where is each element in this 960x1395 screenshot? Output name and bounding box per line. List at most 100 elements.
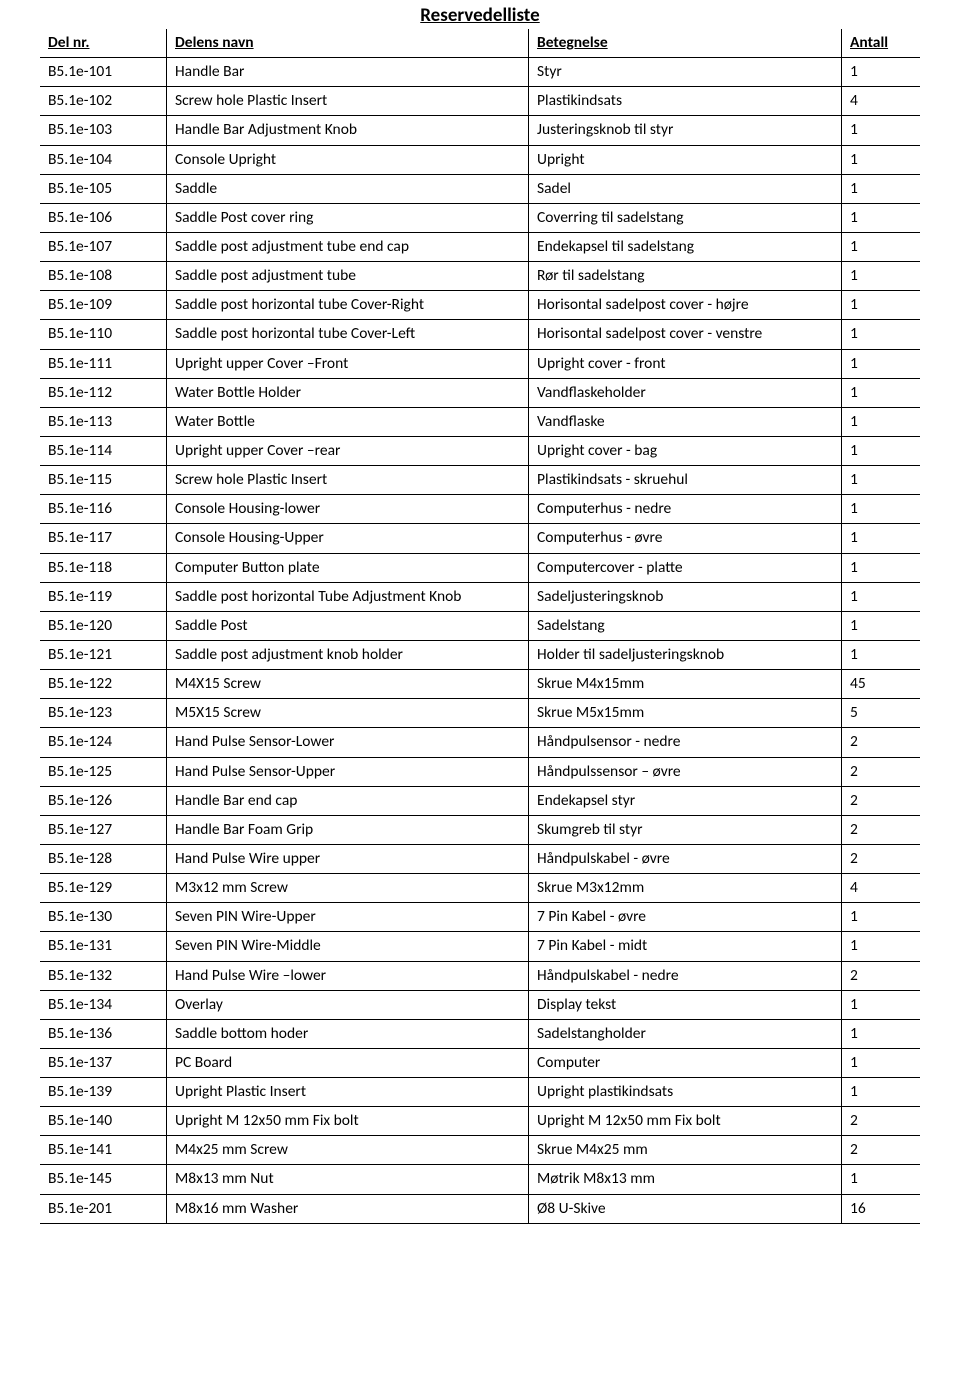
table-cell: 4 [842,87,921,116]
table-cell: Saddle [167,174,529,203]
table-cell: 1 [842,349,921,378]
table-cell: B5.1e-131 [40,932,167,961]
table-row: B5.1e-107Saddle post adjustment tube end… [40,232,920,261]
table-cell: 5 [842,699,921,728]
table-cell: Styr [529,58,842,87]
table-cell: B5.1e-140 [40,1107,167,1136]
table-row: B5.1e-120Saddle PostSadelstang1 [40,611,920,640]
table-cell: Computer [529,1048,842,1077]
table-cell: B5.1e-132 [40,961,167,990]
table-cell: 2 [842,844,921,873]
page-title: Reservedelliste [40,4,920,27]
table-cell: 1 [842,378,921,407]
table-cell: B5.1e-103 [40,116,167,145]
table-cell: 2 [842,728,921,757]
table-cell: Håndpulskabel - øvre [529,844,842,873]
table-cell: 1 [842,174,921,203]
table-cell: Hand Pulse Sensor-Lower [167,728,529,757]
table-cell: Plastikindsats - skruehul [529,466,842,495]
table-cell: B5.1e-125 [40,757,167,786]
table-cell: Water Bottle Holder [167,378,529,407]
table-cell: Horisontal sadelpost cover - højre [529,291,842,320]
table-cell: B5.1e-104 [40,145,167,174]
table-cell: Justeringsknob til styr [529,116,842,145]
table-cell: B5.1e-113 [40,407,167,436]
table-cell: Sadel [529,174,842,203]
table-cell: B5.1e-112 [40,378,167,407]
table-row: B5.1e-103Handle Bar Adjustment KnobJuste… [40,116,920,145]
table-row: B5.1e-118Computer Button plateComputerco… [40,553,920,582]
table-cell: Vandflaske [529,407,842,436]
table-row: B5.1e-139Upright Plastic InsertUpright p… [40,1078,920,1107]
table-cell: Seven PIN Wire-Upper [167,903,529,932]
col-header-antall: Antall [842,29,921,58]
table-cell: Coverring til sadelstang [529,203,842,232]
table-cell: Seven PIN Wire-Middle [167,932,529,961]
table-row: B5.1e-130Seven PIN Wire-Upper7 Pin Kabel… [40,903,920,932]
table-cell: 1 [842,640,921,669]
table-cell: 4 [842,874,921,903]
table-row: B5.1e-134OverlayDisplay tekst1 [40,990,920,1019]
table-cell: Water Bottle [167,407,529,436]
table-cell: 2 [842,1136,921,1165]
table-cell: M4x25 mm Screw [167,1136,529,1165]
table-row: B5.1e-106Saddle Post cover ringCoverring… [40,203,920,232]
table-cell: Console Housing-Upper [167,524,529,553]
table-cell: Upright [529,145,842,174]
table-cell: Skumgreb til styr [529,815,842,844]
table-row: B5.1e-128Hand Pulse Wire upperHåndpulska… [40,844,920,873]
page: Reservedelliste Del nr. Delens navn Bete… [0,0,960,1244]
col-header-name: Delens navn [167,29,529,58]
table-row: B5.1e-115Screw hole Plastic InsertPlasti… [40,466,920,495]
table-cell: B5.1e-134 [40,990,167,1019]
table-cell: 2 [842,786,921,815]
table-cell: B5.1e-122 [40,670,167,699]
table-cell: B5.1e-108 [40,262,167,291]
table-cell: 1 [842,1048,921,1077]
table-cell: Screw hole Plastic Insert [167,466,529,495]
table-row: B5.1e-104Console UprightUpright1 [40,145,920,174]
table-cell: Rør til sadelstang [529,262,842,291]
table-row: B5.1e-124Hand Pulse Sensor-LowerHåndpuls… [40,728,920,757]
table-cell: Computer Button plate [167,553,529,582]
table-body: B5.1e-101Handle BarStyr1B5.1e-102Screw h… [40,58,920,1224]
table-row: B5.1e-136Saddle bottom hoderSadelstangho… [40,1019,920,1048]
table-cell: 2 [842,1107,921,1136]
table-cell: B5.1e-136 [40,1019,167,1048]
table-cell: Holder til sadeljusteringsknob [529,640,842,669]
table-cell: B5.1e-119 [40,582,167,611]
table-row: B5.1e-102Screw hole Plastic InsertPlasti… [40,87,920,116]
table-cell: 1 [842,436,921,465]
parts-table: Del nr. Delens navn Betegnelse Antall B5… [40,29,920,1224]
col-header-delnr: Del nr. [40,29,167,58]
table-cell: B5.1e-129 [40,874,167,903]
table-cell: Saddle post horizontal Tube Adjustment K… [167,582,529,611]
table-row: B5.1e-127Handle Bar Foam GripSkumgreb ti… [40,815,920,844]
table-row: B5.1e-132Hand Pulse Wire –lowerHåndpulsk… [40,961,920,990]
table-cell: Hand Pulse Wire –lower [167,961,529,990]
table-cell: 1 [842,990,921,1019]
table-cell: Skrue M5x15mm [529,699,842,728]
table-cell: Console Housing-lower [167,495,529,524]
table-cell: 1 [842,553,921,582]
table-row: B5.1e-126Handle Bar end capEndekapsel st… [40,786,920,815]
table-header-row: Del nr. Delens navn Betegnelse Antall [40,29,920,58]
table-cell: 1 [842,611,921,640]
table-cell: Saddle post horizontal tube Cover-Right [167,291,529,320]
table-cell: Console Upright [167,145,529,174]
table-row: B5.1e-108Saddle post adjustment tubeRør … [40,262,920,291]
table-cell: M3x12 mm Screw [167,874,529,903]
table-cell: Screw hole Plastic Insert [167,87,529,116]
table-cell: Sadelstang [529,611,842,640]
table-row: B5.1e-112Water Bottle HolderVandflaskeho… [40,378,920,407]
table-cell: Endekapsel til sadelstang [529,232,842,261]
table-cell: B5.1e-139 [40,1078,167,1107]
table-cell: B5.1e-126 [40,786,167,815]
table-cell: 2 [842,961,921,990]
table-cell: 1 [842,1165,921,1194]
table-cell: B5.1e-130 [40,903,167,932]
table-row: B5.1e-114Upright upper Cover –rearUprigh… [40,436,920,465]
table-cell: B5.1e-105 [40,174,167,203]
table-cell: Saddle bottom hoder [167,1019,529,1048]
table-cell: 2 [842,757,921,786]
